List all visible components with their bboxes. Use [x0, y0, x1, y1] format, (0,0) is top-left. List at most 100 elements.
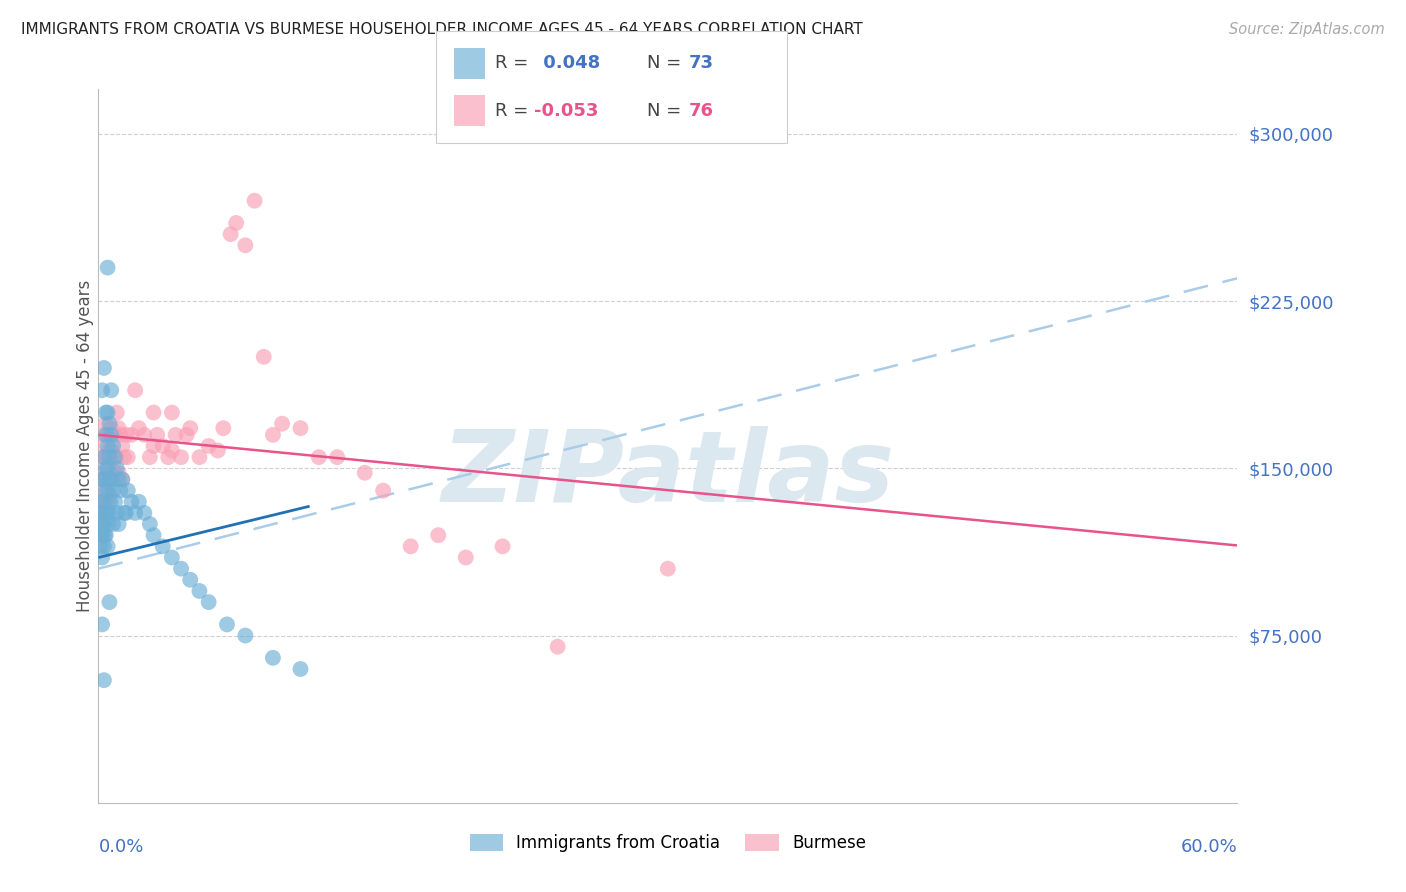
- Point: [111, 472, 134, 486]
- Point: [235, 238, 257, 252]
- Point: [152, 539, 174, 553]
- Point: [290, 662, 312, 676]
- Point: [94, 506, 117, 520]
- Point: [101, 472, 124, 486]
- Point: [134, 427, 156, 442]
- Point: [94, 417, 117, 431]
- Point: [104, 450, 127, 464]
- Point: [262, 427, 284, 442]
- Point: [262, 651, 284, 665]
- Text: 76: 76: [689, 102, 714, 120]
- Text: 73: 73: [689, 54, 714, 72]
- Text: 0.0%: 0.0%: [98, 838, 143, 856]
- Point: [128, 421, 150, 435]
- Point: [98, 595, 121, 609]
- Point: [117, 450, 139, 464]
- Point: [121, 494, 143, 508]
- Point: [219, 227, 242, 241]
- Point: [94, 483, 117, 498]
- Point: [107, 466, 129, 480]
- Point: [197, 439, 219, 453]
- Text: N =: N =: [647, 102, 686, 120]
- Point: [97, 461, 120, 475]
- Point: [112, 506, 135, 520]
- Point: [89, 516, 111, 531]
- Point: [110, 427, 132, 442]
- Point: [491, 539, 513, 553]
- Point: [89, 539, 111, 553]
- Point: [308, 450, 330, 464]
- Point: [91, 439, 114, 453]
- Point: [94, 483, 117, 498]
- Point: [215, 617, 238, 632]
- Text: R =: R =: [495, 102, 534, 120]
- Point: [91, 528, 114, 542]
- Point: [188, 583, 211, 598]
- Point: [100, 383, 122, 397]
- Point: [152, 439, 174, 453]
- Point: [371, 483, 394, 498]
- Point: [115, 427, 138, 442]
- Point: [104, 427, 127, 442]
- Point: [107, 472, 129, 486]
- Point: [124, 506, 146, 520]
- Point: [97, 427, 120, 442]
- Point: [104, 466, 127, 480]
- Point: [179, 573, 201, 587]
- Point: [93, 539, 115, 553]
- Point: [94, 528, 117, 542]
- Point: [142, 528, 165, 542]
- Point: [105, 405, 128, 419]
- Point: [98, 443, 121, 458]
- Point: [165, 427, 187, 442]
- Text: IMMIGRANTS FROM CROATIA VS BURMESE HOUSEHOLDER INCOME AGES 45 - 64 YEARS CORRELA: IMMIGRANTS FROM CROATIA VS BURMESE HOUSE…: [21, 22, 863, 37]
- Point: [97, 450, 120, 464]
- Point: [91, 516, 114, 531]
- Point: [97, 539, 120, 553]
- Text: 60.0%: 60.0%: [1181, 838, 1237, 856]
- Point: [94, 528, 117, 542]
- Point: [93, 516, 115, 531]
- Point: [179, 421, 201, 435]
- Point: [657, 562, 679, 576]
- Point: [97, 506, 120, 520]
- Point: [97, 516, 120, 531]
- Point: [326, 450, 349, 464]
- Point: [105, 506, 128, 520]
- Y-axis label: Householder Income Ages 45 - 64 years: Householder Income Ages 45 - 64 years: [76, 280, 94, 612]
- Point: [91, 550, 114, 565]
- Point: [225, 216, 247, 230]
- Point: [98, 488, 121, 502]
- Point: [235, 628, 257, 642]
- Point: [142, 439, 165, 453]
- Point: [207, 443, 229, 458]
- Point: [97, 494, 120, 508]
- Point: [89, 494, 111, 508]
- Point: [110, 483, 132, 498]
- Point: [454, 550, 477, 565]
- Point: [91, 472, 114, 486]
- Point: [100, 427, 122, 442]
- Point: [117, 483, 139, 498]
- Point: [399, 539, 422, 553]
- Point: [290, 421, 312, 435]
- Point: [134, 506, 156, 520]
- Point: [139, 516, 162, 531]
- Point: [121, 427, 143, 442]
- Point: [91, 494, 114, 508]
- Point: [176, 427, 198, 442]
- Point: [101, 483, 124, 498]
- Point: [97, 439, 120, 453]
- Point: [188, 450, 211, 464]
- Point: [157, 450, 180, 464]
- Point: [160, 405, 183, 419]
- Point: [111, 439, 134, 453]
- Point: [100, 443, 122, 458]
- Point: [93, 450, 115, 464]
- Point: [107, 516, 129, 531]
- Point: [94, 405, 117, 419]
- Point: [93, 360, 115, 375]
- Point: [93, 472, 115, 486]
- Point: [98, 427, 121, 442]
- Point: [93, 494, 115, 508]
